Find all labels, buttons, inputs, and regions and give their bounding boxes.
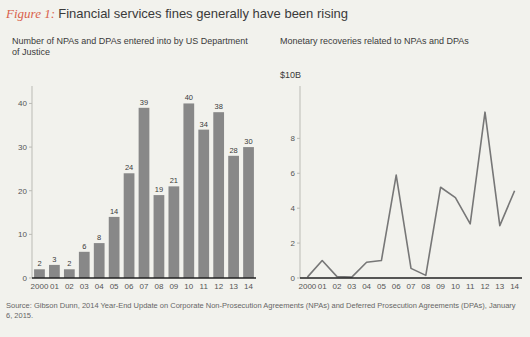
bar: [124, 173, 135, 278]
x-tick-label: 14: [510, 282, 519, 291]
x-tick-label: 13: [229, 282, 238, 291]
subtitle: Number of NPAs and DPAs entered into by …: [12, 36, 248, 57]
y-tick: [29, 278, 32, 279]
title: Figure 1: Financial services fines gener…: [5, 6, 348, 21]
source-note: Source: Gibson Dunn, 2014 Year-End Updat…: [6, 301, 516, 320]
x-tick-label: 01: [50, 282, 59, 291]
y-tick-label: 6: [291, 169, 296, 178]
y-tick: [297, 138, 300, 139]
bar: [198, 130, 209, 278]
x-axis-line: [32, 277, 256, 279]
chart-panel: Number of NPAs and DPAs entered into by …: [12, 36, 256, 291]
x-tick-label: 2000: [31, 282, 49, 291]
bar: [34, 269, 45, 278]
data-label: 2: [67, 259, 71, 268]
data-label: 38: [214, 102, 222, 111]
data-label: 19: [155, 185, 163, 194]
y-tick-label: 20: [18, 187, 27, 196]
subtitle: Monetary recoveries related to NPAs and …: [280, 36, 469, 46]
x-tick-label: 06: [125, 282, 134, 291]
y-tick: [29, 147, 32, 148]
bar: [243, 147, 254, 278]
x-tick-label: 08: [421, 282, 430, 291]
bar: [139, 108, 150, 278]
y-axis-line: [300, 86, 301, 278]
bar: [64, 269, 75, 278]
x-tick-label: 06: [392, 282, 401, 291]
plot-area: [307, 112, 514, 277]
x-tick-label: 03: [347, 282, 356, 291]
x-tick-label: 04: [362, 282, 371, 291]
y-tick: [297, 243, 300, 244]
y-tick: [29, 190, 32, 191]
x-tick-label: 02: [65, 282, 74, 291]
y-axis-line: [32, 86, 33, 278]
x-tick-label: 11: [200, 282, 209, 291]
bar: [94, 243, 105, 278]
y-tick-label: 0: [23, 274, 28, 283]
data-label: 3: [52, 255, 56, 264]
x-tick-label: 09: [169, 282, 178, 291]
chart-panel: Monetary recoveries related to NPAs and …: [280, 36, 522, 291]
y-tick: [297, 173, 300, 174]
data-label: 30: [244, 137, 252, 146]
y-tick: [29, 103, 32, 104]
x-tick-label: 07: [140, 282, 149, 291]
x-tick-label: 12: [214, 282, 223, 291]
x-tick-label: 10: [451, 282, 460, 291]
bar: [213, 112, 224, 278]
y-tick-label: 2: [291, 239, 296, 248]
y-tick: [297, 208, 300, 209]
x-tick-label: 08: [154, 282, 163, 291]
bar: [154, 195, 165, 278]
y-tick-label: 8: [291, 134, 296, 143]
data-label: 6: [82, 242, 86, 251]
x-tick-label: 09: [436, 282, 445, 291]
bar: [228, 156, 239, 278]
y-tick-label: 10: [18, 230, 27, 239]
data-label: 21: [170, 176, 178, 185]
x-tick-label: 07: [407, 282, 416, 291]
y-tick-label: 30: [18, 143, 27, 152]
x-tick-label: 02: [333, 282, 342, 291]
data-label: 14: [110, 207, 118, 216]
plot-area: [34, 103, 254, 278]
y-tick-label: 40: [18, 99, 27, 108]
x-tick-label: 14: [244, 282, 253, 291]
bar: [109, 217, 120, 278]
data-label: 34: [200, 120, 208, 129]
x-tick-label: 03: [80, 282, 89, 291]
bar: [49, 265, 60, 278]
x-tick-label: 11: [466, 282, 475, 291]
x-tick-label: 13: [495, 282, 504, 291]
bar: [79, 252, 90, 278]
y-tick: [297, 278, 300, 279]
chart-canvas: Figure 1: Financial services fines gener…: [0, 0, 530, 337]
bar: [183, 103, 194, 278]
x-tick-label: 05: [377, 282, 386, 291]
x-tick-label: 12: [481, 282, 490, 291]
data-label: 24: [125, 163, 133, 172]
bar: [168, 186, 179, 278]
x-tick-label: 01: [318, 282, 327, 291]
y-tick: [29, 234, 32, 235]
line: [307, 112, 514, 277]
x-tick-label: 05: [110, 282, 119, 291]
x-axis-line: [300, 277, 522, 279]
background: [0, 0, 530, 337]
y-axis-label: $10B: [280, 70, 301, 80]
x-tick-label: 2000: [299, 282, 317, 291]
data-label: 39: [140, 98, 148, 107]
x-tick-label: 10: [184, 282, 193, 291]
x-tick-label: 04: [95, 282, 104, 291]
y-tick-label: 0: [291, 274, 296, 283]
data-label: 28: [229, 146, 237, 155]
data-label: 8: [97, 233, 101, 242]
y-tick-label: 4: [291, 204, 296, 213]
data-label: 2: [37, 259, 41, 268]
data-label: 40: [185, 93, 193, 102]
